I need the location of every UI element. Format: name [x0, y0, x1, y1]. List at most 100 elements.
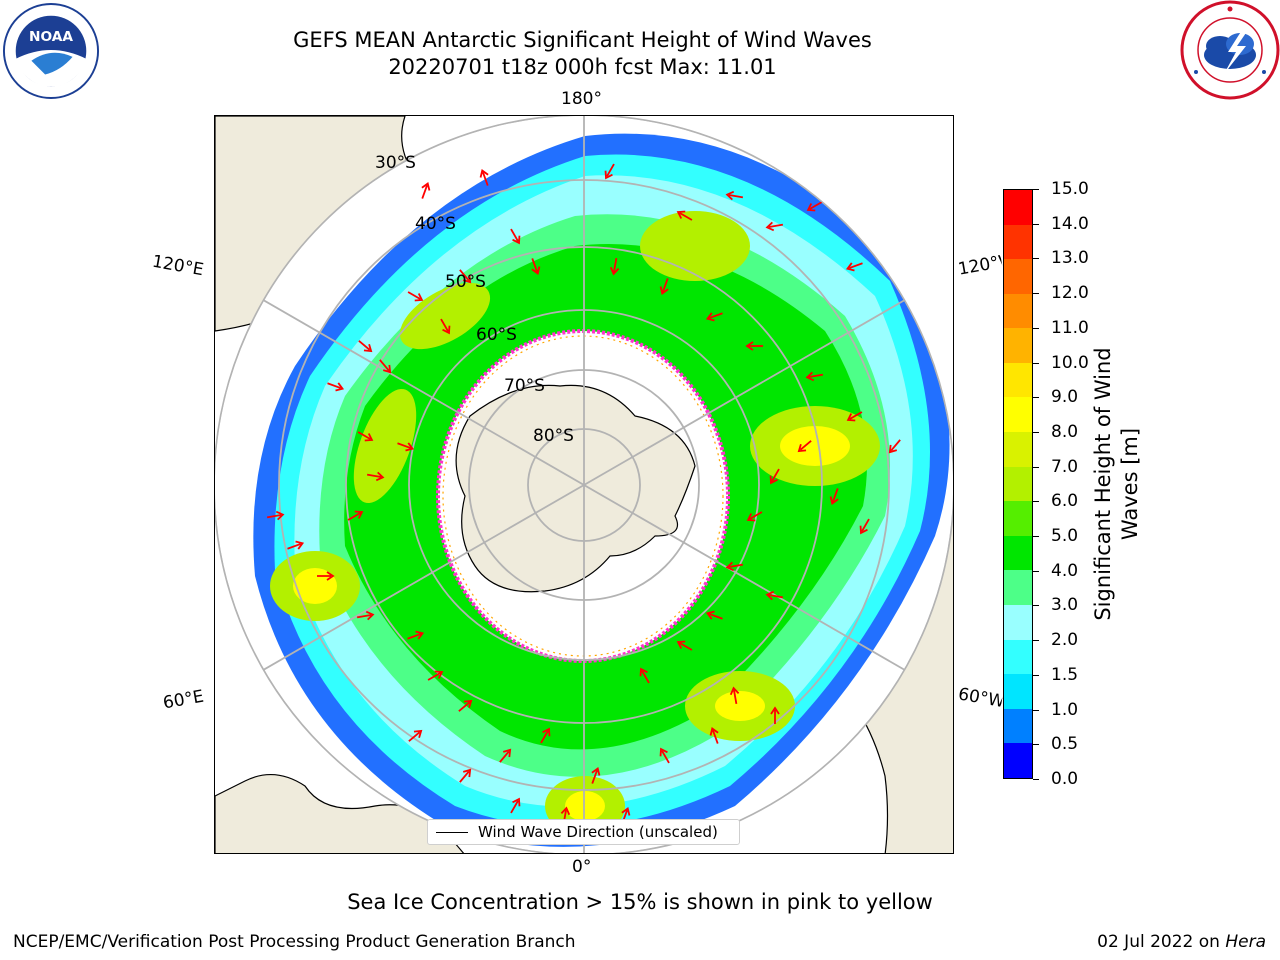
colorbar-tick	[1033, 397, 1039, 399]
wave-direction-arrow-icon	[609, 257, 620, 276]
legend-label: Wind Wave Direction (unscaled)	[478, 823, 718, 841]
map-legend: Wind Wave Direction (unscaled)	[427, 819, 740, 845]
sea-ice-note: Sea Ice Concentration > 15% is shown in …	[347, 890, 933, 914]
wave-direction-arrow-icon	[676, 640, 693, 651]
colorbar-segment	[1004, 501, 1032, 536]
colorbar-tick	[1033, 779, 1039, 780]
wave-direction-arrow-icon	[805, 371, 824, 382]
colorbar-tick-label: 6.0	[1051, 491, 1079, 512]
footer-date: 02 Jul 2022 on Hera	[1097, 932, 1266, 952]
wave-direction-arrow-icon	[287, 540, 305, 550]
wave-direction-arrow-icon	[709, 726, 719, 744]
colorbar-tick-label: 3.0	[1051, 595, 1079, 616]
wave-direction-arrow-icon	[357, 431, 374, 442]
colorbar-segment	[1004, 293, 1032, 329]
lat-label-30s: 30°S	[375, 153, 416, 173]
wave-direction-arrow-icon	[604, 163, 615, 180]
lon-label-60e: 60°E	[161, 686, 206, 714]
colorbar-segment	[1004, 535, 1032, 571]
wave-direction-arrow-icon	[459, 768, 472, 783]
wave-direction-arrow-icon	[797, 440, 812, 453]
colorbar-segment	[1004, 743, 1032, 778]
wave-direction-arrow-icon	[421, 181, 431, 199]
colorbar-tick-label: 7.0	[1051, 456, 1079, 477]
colorbar-tick-label: 0.5	[1051, 734, 1079, 755]
graticule	[215, 116, 953, 853]
wind-wave-arrows	[266, 163, 901, 825]
wave-direction-arrow-icon	[769, 468, 780, 485]
wave-direction-arrow-icon	[407, 630, 425, 640]
colorbar-tick	[1033, 327, 1039, 329]
wave-direction-arrow-icon	[845, 262, 863, 272]
wave-direction-arrow-icon	[765, 590, 784, 601]
colorbar-tick	[1033, 258, 1039, 260]
wave-direction-arrow-icon	[440, 318, 451, 335]
colorbar-tick-label: 5.0	[1051, 526, 1079, 547]
colorbar-tick	[1033, 570, 1039, 572]
wave-direction-arrow-icon	[705, 312, 723, 322]
wave-direction-arrow-icon	[427, 670, 444, 681]
colorbar-title: Significant Height of Wind Waves [m]	[1091, 347, 1142, 621]
lon-label-0: 0°	[572, 857, 592, 877]
wave-direction-arrow-icon	[407, 291, 424, 302]
colorbar-tick	[1033, 640, 1039, 642]
wave-direction-arrow-icon	[705, 610, 723, 620]
wave-direction-arrow-icon	[659, 278, 669, 296]
colorbar-segment	[1004, 432, 1032, 467]
colorbar-segment	[1004, 466, 1032, 502]
wave-direction-arrow-icon	[745, 341, 763, 351]
lat-label-70s: 70°S	[504, 376, 545, 396]
colorbar-tick-label: 12.0	[1051, 283, 1089, 304]
colorbar-segment	[1004, 708, 1032, 744]
wave-direction-arrow-icon	[729, 686, 740, 705]
lat-label-80s: 80°S	[533, 426, 574, 446]
colorbar-segment	[1004, 674, 1032, 709]
colorbar-tick-label: 4.0	[1051, 560, 1079, 581]
colorbar-tick-label: 11.0	[1051, 317, 1089, 338]
wave-direction-arrow-icon	[829, 488, 839, 506]
colorbar-segment	[1004, 259, 1032, 294]
colorbar-tick	[1033, 709, 1039, 711]
wave-direction-arrow-icon	[639, 667, 650, 684]
colorbar-segment	[1004, 570, 1032, 606]
colorbar-tick	[1033, 466, 1039, 468]
colorbar-tick	[1033, 431, 1039, 433]
wave-direction-arrow-icon	[725, 190, 744, 201]
land-antarctica	[455, 384, 696, 593]
wave-direction-arrow-icon	[458, 699, 473, 712]
wave-direction-arrow-icon	[358, 340, 373, 353]
colorbar-segment	[1004, 605, 1032, 640]
colorbar-segment	[1004, 328, 1032, 363]
colorbar-tick	[1033, 744, 1039, 746]
colorbar-tick-label: 14.0	[1051, 213, 1089, 234]
colorbar-tick-label: 9.0	[1051, 387, 1079, 408]
chart-title: GEFS MEAN Antarctic Significant Height o…	[293, 28, 872, 52]
footer-date-text: 02 Jul 2022 on	[1097, 932, 1220, 952]
lat-label-40s: 40°S	[415, 214, 456, 234]
map-panel: 30°S 40°S 50°S 60°S 70°S 80°S	[214, 115, 954, 854]
wave-direction-arrow-icon	[479, 168, 489, 186]
colorbar-tick-label: 13.0	[1051, 248, 1089, 269]
legend-line-icon	[436, 831, 468, 833]
lon-label-120e: 120°E	[150, 251, 206, 281]
wave-direction-arrow-icon	[765, 221, 784, 232]
wave-direction-arrow-icon	[327, 382, 345, 392]
lon-label-120w: 120°W	[956, 252, 1004, 280]
wave-direction-arrow-icon	[806, 201, 823, 212]
noaa-logo-icon: NOAA	[2, 2, 100, 100]
colorbar-tick-label: 1.0	[1051, 699, 1079, 720]
colorbar-tick-label: 2.0	[1051, 630, 1079, 651]
wave-direction-arrow-icon	[397, 442, 415, 452]
wave-direction-arrow-icon	[540, 727, 551, 744]
colorbar-tick	[1033, 223, 1039, 225]
wave-direction-arrow-icon	[510, 797, 521, 814]
wave-direction-arrow-icon	[356, 610, 375, 621]
colorbar-segment	[1004, 397, 1032, 433]
lon-label-180: 180°	[561, 89, 602, 109]
wave-direction-arrow-icon	[770, 706, 780, 724]
colorbar-segment	[1004, 224, 1032, 260]
wave-direction-arrow-icon	[347, 510, 364, 521]
chart-subtitle: 20220701 t18z 000h fcst Max: 11.01	[388, 55, 777, 79]
colorbar-tick	[1033, 536, 1039, 538]
lon-label-60w: 60°W	[956, 684, 1004, 712]
